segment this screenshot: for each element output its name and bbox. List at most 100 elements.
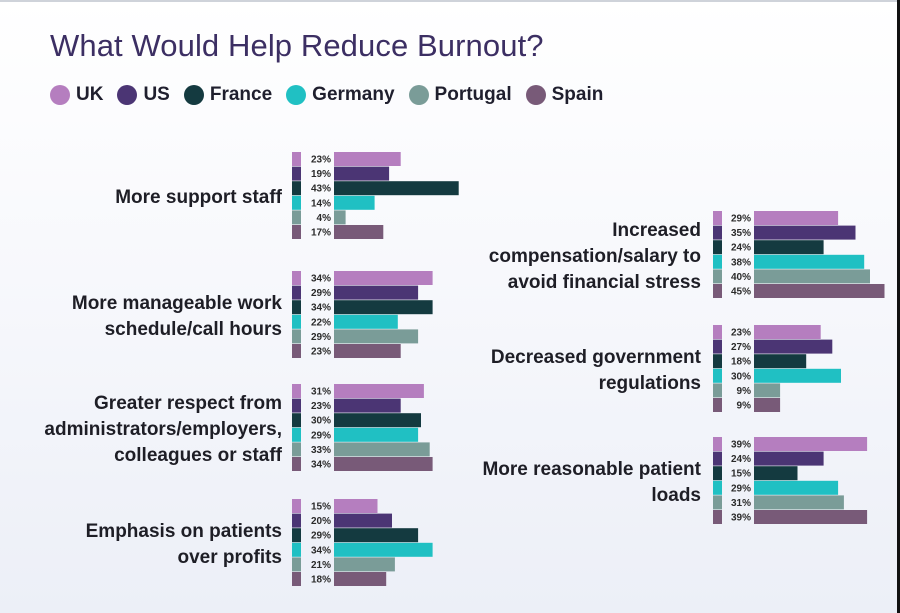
bar-france xyxy=(754,240,824,255)
bar-france xyxy=(334,413,421,428)
series-marker-spain xyxy=(292,344,301,358)
data-label-portugal: 33% xyxy=(311,445,331,456)
series-marker-germany xyxy=(292,314,301,329)
series-marker-spain xyxy=(713,510,722,524)
data-label-uk: 23% xyxy=(311,155,331,166)
series-marker-portugal xyxy=(292,210,301,225)
bar-france xyxy=(334,528,419,543)
chart-title: What Would Help Reduce Burnout? xyxy=(50,28,544,63)
bar-spain xyxy=(754,398,781,412)
legend-item-uk: UK xyxy=(50,84,103,106)
series-marker-germany xyxy=(713,254,722,269)
data-label-germany: 22% xyxy=(311,317,331,328)
series-marker-uk xyxy=(292,271,301,285)
bar-portugal xyxy=(334,442,430,457)
series-marker-spain xyxy=(292,457,301,471)
series-marker-france xyxy=(292,413,301,428)
bar-us xyxy=(754,451,824,466)
legend-item-spain: Spain xyxy=(525,84,603,106)
data-label-us: 27% xyxy=(731,342,751,353)
category-label: schedule/call hours xyxy=(105,319,282,340)
series-marker-us xyxy=(713,451,722,466)
category-label: Emphasis on patients xyxy=(86,521,282,542)
series-marker-uk xyxy=(713,325,722,339)
bar-germany xyxy=(334,195,375,210)
bar-france xyxy=(754,354,807,369)
data-label-uk: 31% xyxy=(311,387,331,398)
data-label-france: 24% xyxy=(731,243,751,254)
data-label-france: 30% xyxy=(311,416,331,427)
series-marker-germany xyxy=(713,368,722,383)
series-marker-uk xyxy=(713,437,722,451)
bar-uk xyxy=(334,271,433,285)
bar-france xyxy=(754,466,798,481)
bar-us xyxy=(334,285,419,300)
category-label: Greater respect from xyxy=(94,393,282,414)
data-label-france: 29% xyxy=(311,531,331,542)
series-marker-portugal xyxy=(292,557,301,572)
series-marker-spain xyxy=(292,225,301,239)
data-label-germany: 14% xyxy=(311,198,331,209)
bar-france xyxy=(334,300,433,315)
bar-portugal xyxy=(334,329,419,344)
data-label-uk: 34% xyxy=(311,274,331,285)
data-label-germany: 34% xyxy=(311,545,331,556)
category-label: More manageable work xyxy=(72,293,283,314)
category-label: regulations xyxy=(599,373,701,394)
bar-spain xyxy=(334,344,401,358)
data-label-us: 24% xyxy=(731,454,751,465)
series-marker-us xyxy=(713,339,722,354)
bar-us xyxy=(334,513,392,528)
data-label-portugal: 29% xyxy=(311,332,331,343)
legend: UK US France Germany Portugal Spain xyxy=(50,84,617,106)
series-marker-us xyxy=(292,166,301,181)
category-label: Increased xyxy=(612,220,701,241)
legend-label-germany: Germany xyxy=(312,84,395,105)
bar-uk xyxy=(754,211,839,225)
data-label-france: 43% xyxy=(311,184,331,195)
series-marker-portugal xyxy=(292,442,301,457)
data-label-spain: 9% xyxy=(737,401,752,412)
frame-top-border xyxy=(0,0,900,2)
legend-swatch-us xyxy=(117,85,138,105)
bar-france xyxy=(334,181,459,196)
bar-spain xyxy=(334,225,384,239)
series-marker-spain xyxy=(713,398,722,412)
bar-germany xyxy=(754,254,865,269)
frame-right-border xyxy=(897,0,900,613)
data-label-spain: 23% xyxy=(311,347,331,358)
data-label-france: 34% xyxy=(311,303,331,314)
data-label-portugal: 9% xyxy=(737,386,752,397)
data-label-portugal: 21% xyxy=(311,560,331,571)
bar-uk xyxy=(754,325,821,339)
bar-spain xyxy=(334,572,387,586)
legend-item-france: France xyxy=(183,84,272,106)
series-marker-portugal xyxy=(713,383,722,398)
category-label: More support staff xyxy=(115,187,282,208)
bar-germany xyxy=(754,368,841,383)
bar-uk xyxy=(754,437,868,451)
series-marker-uk xyxy=(713,211,722,225)
bar-spain xyxy=(754,284,885,298)
data-label-uk: 29% xyxy=(731,214,751,225)
series-marker-portugal xyxy=(292,329,301,344)
series-marker-france xyxy=(713,240,722,255)
series-marker-us xyxy=(713,225,722,240)
data-label-spain: 34% xyxy=(311,460,331,471)
data-label-portugal: 4% xyxy=(317,213,332,224)
data-label-spain: 17% xyxy=(311,228,331,239)
data-label-portugal: 40% xyxy=(731,272,751,283)
legend-label-uk: UK xyxy=(76,84,104,105)
bar-germany xyxy=(754,480,839,495)
bar-portugal xyxy=(334,557,395,572)
category-label: avoid financial stress xyxy=(508,272,701,293)
data-label-us: 35% xyxy=(731,228,751,239)
data-label-uk: 39% xyxy=(731,440,751,451)
bar-us xyxy=(334,398,401,413)
series-marker-france xyxy=(292,300,301,315)
bar-portugal xyxy=(754,269,870,284)
legend-swatch-uk xyxy=(50,85,70,105)
series-marker-germany xyxy=(713,480,722,495)
legend-label-portugal: Portugal xyxy=(434,84,512,105)
data-label-germany: 29% xyxy=(311,430,331,441)
